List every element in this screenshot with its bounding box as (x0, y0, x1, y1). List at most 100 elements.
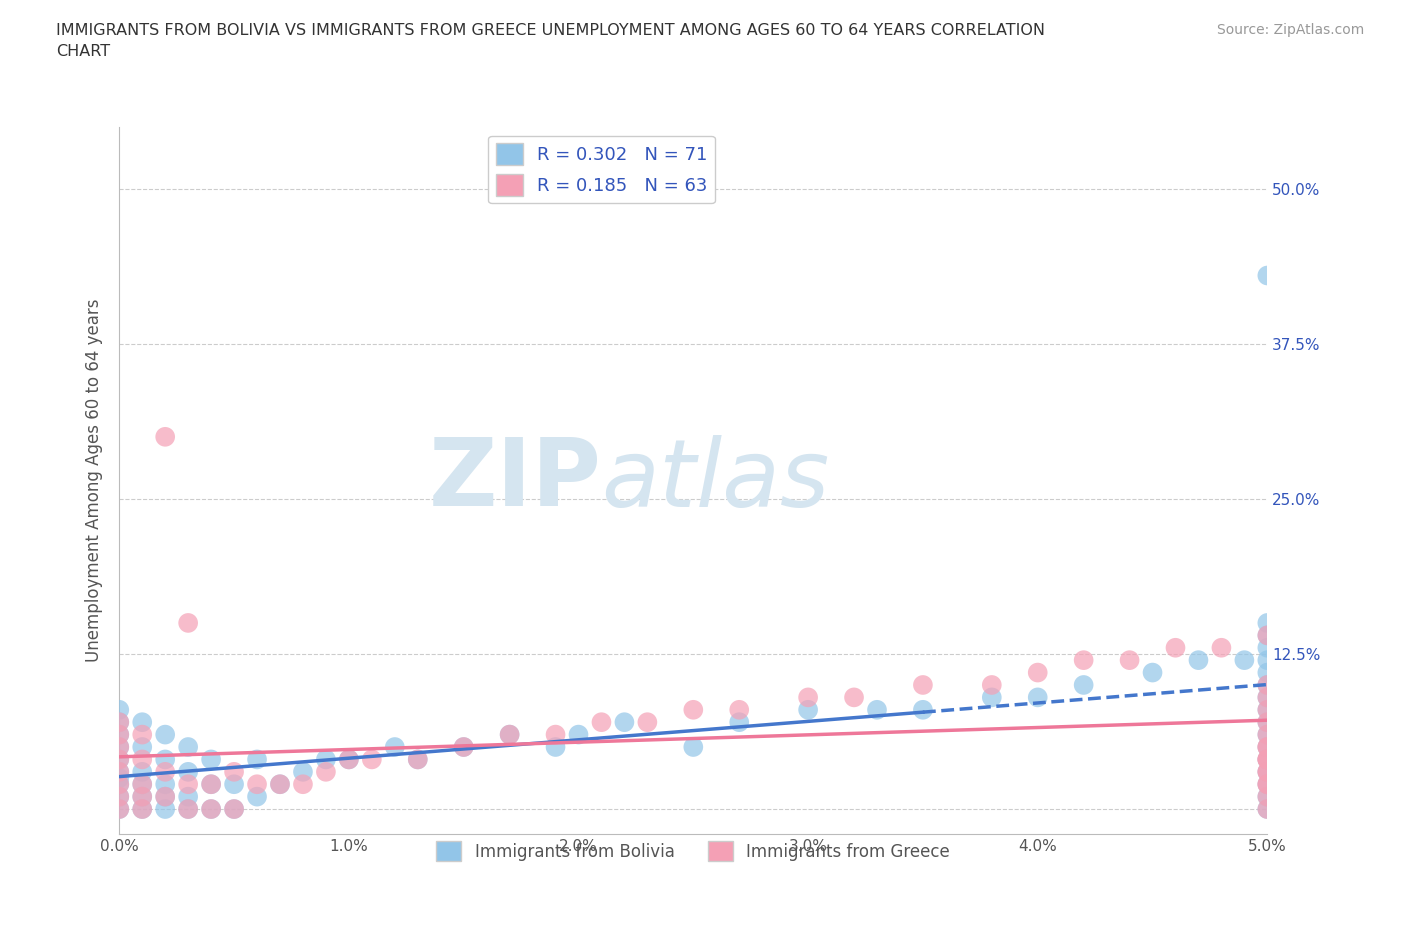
Text: atlas: atlas (602, 434, 830, 525)
Point (1256, 790, 1278, 804)
Point (1026, 690, 1049, 705)
Point (177, 739, 200, 754)
Point (1256, 678, 1278, 693)
Point (269, 777, 291, 791)
Point (1256, 777, 1278, 791)
Point (1256, 802, 1278, 817)
Point (131, 777, 153, 791)
Point (1233, 653, 1256, 668)
Point (131, 802, 153, 817)
Point (613, 715, 636, 730)
Point (222, 802, 245, 817)
Point (131, 790, 153, 804)
Text: ZIP: ZIP (429, 434, 602, 526)
Point (131, 752, 153, 767)
Point (108, 727, 131, 742)
Point (1142, 665, 1164, 680)
Point (1256, 752, 1278, 767)
Point (153, 777, 176, 791)
Point (108, 777, 131, 791)
Point (108, 764, 131, 779)
Point (153, 802, 176, 817)
Point (453, 739, 475, 754)
Point (384, 739, 406, 754)
Point (131, 727, 153, 742)
Point (108, 702, 131, 717)
Point (1256, 764, 1278, 779)
Point (222, 777, 245, 791)
Point (222, 802, 245, 817)
Point (1256, 665, 1278, 680)
Point (1256, 752, 1278, 767)
Point (153, 764, 176, 779)
Point (108, 771, 131, 786)
Point (406, 752, 429, 767)
Point (797, 690, 820, 705)
Point (315, 764, 337, 779)
Point (360, 752, 382, 767)
Point (1256, 616, 1278, 631)
Point (177, 764, 200, 779)
Point (1164, 640, 1187, 655)
Point (108, 752, 131, 767)
Point (1073, 653, 1095, 668)
Point (337, 752, 360, 767)
Point (1256, 739, 1278, 754)
Point (337, 752, 360, 767)
Point (108, 790, 131, 804)
Point (1256, 777, 1278, 791)
Point (980, 690, 1002, 705)
Point (1256, 802, 1278, 817)
Point (1118, 653, 1140, 668)
Point (108, 739, 131, 754)
Point (108, 802, 131, 817)
Point (108, 715, 131, 730)
Point (108, 739, 131, 754)
Point (728, 715, 751, 730)
Text: IMMIGRANTS FROM BOLIVIA VS IMMIGRANTS FROM GREECE UNEMPLOYMENT AMONG AGES 60 TO : IMMIGRANTS FROM BOLIVIA VS IMMIGRANTS FR… (56, 23, 1045, 60)
Point (153, 727, 176, 742)
Point (591, 715, 613, 730)
Point (1256, 790, 1278, 804)
Point (1256, 702, 1278, 717)
Point (682, 702, 704, 717)
Point (1256, 702, 1278, 717)
Point (108, 727, 131, 742)
Point (177, 790, 200, 804)
Point (291, 777, 314, 791)
Point (1256, 628, 1278, 643)
Point (1256, 752, 1278, 767)
Point (797, 702, 820, 717)
Point (1256, 628, 1278, 643)
Point (1256, 715, 1278, 730)
Point (153, 430, 176, 445)
Point (108, 790, 131, 804)
Point (1256, 268, 1278, 283)
Point (153, 752, 176, 767)
Point (177, 777, 200, 791)
Point (1256, 640, 1278, 655)
Point (682, 739, 704, 754)
Point (1256, 739, 1278, 754)
Point (200, 752, 222, 767)
Legend: Immigrants from Bolivia, Immigrants from Greece: Immigrants from Bolivia, Immigrants from… (430, 834, 957, 868)
Point (728, 702, 751, 717)
Point (911, 678, 934, 693)
Point (980, 678, 1002, 693)
Point (131, 764, 153, 779)
Point (1256, 764, 1278, 779)
Point (406, 752, 429, 767)
Point (1256, 715, 1278, 730)
Point (1187, 653, 1209, 668)
Point (131, 790, 153, 804)
Point (108, 715, 131, 730)
Point (1256, 764, 1278, 779)
Point (108, 752, 131, 767)
Point (1256, 777, 1278, 791)
Point (911, 702, 934, 717)
Point (200, 777, 222, 791)
Point (544, 727, 567, 742)
Point (246, 790, 269, 804)
Point (291, 764, 314, 779)
Point (131, 715, 153, 730)
